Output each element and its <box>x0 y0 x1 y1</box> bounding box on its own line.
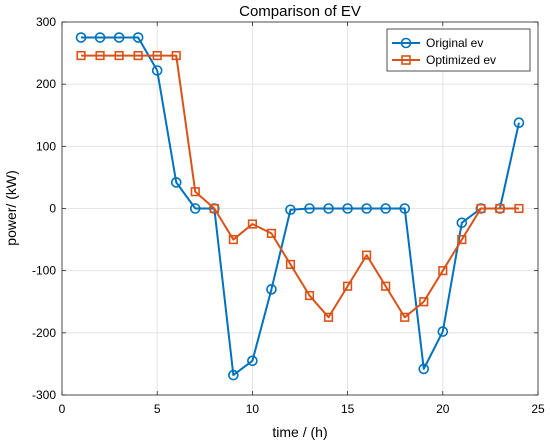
ticks: 0 5 10 15 20 25 -300 -200 -100 0 100 200 300 <box>32 15 545 416</box>
data-point <box>362 250 372 260</box>
data-point <box>514 203 524 214</box>
legend-label-optimized: Optimized ev <box>426 53 496 67</box>
data-point <box>438 266 448 276</box>
data-point <box>190 187 200 197</box>
data-point <box>285 204 296 216</box>
data-point <box>189 203 201 214</box>
data-point <box>285 259 296 270</box>
legend-marker-optimized <box>401 55 411 65</box>
data-point <box>304 203 315 214</box>
data-point <box>228 234 238 245</box>
data-point <box>266 284 277 295</box>
data-point <box>361 203 372 214</box>
data-point <box>228 369 239 381</box>
data-point <box>381 281 391 291</box>
legend: Original ev Optimized ev <box>386 28 531 72</box>
data-point <box>133 50 143 61</box>
y-tick-label: 200 <box>36 77 56 91</box>
data-point <box>476 203 486 214</box>
data-point <box>95 50 105 61</box>
data-point <box>342 281 353 291</box>
data-point <box>266 228 277 238</box>
x-tick-label: 5 <box>154 402 161 416</box>
data-point <box>170 177 182 188</box>
data-point <box>457 234 467 245</box>
data-point <box>113 32 125 43</box>
data-point <box>380 203 391 214</box>
series-1 <box>76 50 524 322</box>
series-line <box>81 36 520 377</box>
x-tick-label: 25 <box>531 402 545 416</box>
data-point <box>209 203 219 214</box>
x-tick-label: 15 <box>341 402 355 416</box>
data-point <box>152 50 162 61</box>
data-point <box>456 217 468 229</box>
data-point <box>342 203 353 214</box>
data-point <box>171 50 181 61</box>
x-tick-label: 10 <box>246 402 260 416</box>
data-point <box>418 363 430 375</box>
data-point <box>94 32 106 43</box>
y-axis-label: power/ (kW) <box>3 170 19 245</box>
data-point <box>495 203 505 214</box>
legend-marker-original <box>400 37 412 49</box>
data-point <box>399 203 411 214</box>
data-point <box>513 117 525 129</box>
data-point <box>400 312 410 322</box>
data-point <box>323 203 334 214</box>
data-point <box>304 290 315 301</box>
y-tick-label: 300 <box>36 15 56 29</box>
x-tick-label: 0 <box>59 402 66 416</box>
data-point <box>419 297 429 307</box>
y-tick-label: -300 <box>32 388 56 402</box>
data-point <box>247 355 258 367</box>
data-point <box>132 32 144 43</box>
y-tick-label: -100 <box>32 264 56 278</box>
data-point <box>114 50 124 61</box>
legend-box <box>386 28 531 72</box>
y-tick-label: 0 <box>49 202 56 216</box>
y-tick-label: 100 <box>36 139 56 153</box>
y-tick-label: -200 <box>32 326 56 340</box>
data-point <box>323 312 334 322</box>
series-layer <box>75 32 525 381</box>
legend-label-original: Original ev <box>426 36 483 50</box>
chart-title: Comparison of EV <box>239 3 361 20</box>
data-point <box>75 32 87 43</box>
data-point <box>76 50 86 61</box>
data-point <box>151 65 163 76</box>
data-point <box>437 326 449 337</box>
x-axis-label: time / (h) <box>272 424 327 440</box>
x-tick-label: 20 <box>436 402 450 416</box>
data-point <box>247 219 258 229</box>
